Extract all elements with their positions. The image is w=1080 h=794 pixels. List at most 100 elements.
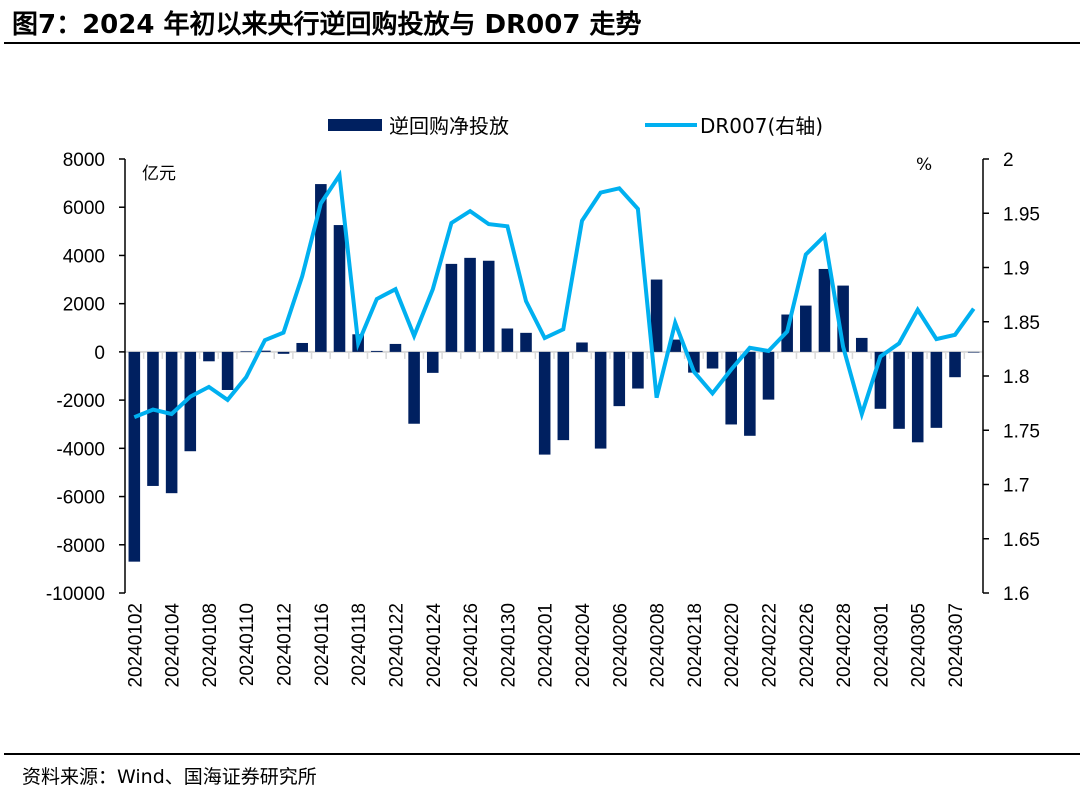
bar-20240209 — [669, 339, 682, 352]
x-tick-label-20240112: 20240112 — [275, 603, 296, 686]
bar-20240204 — [576, 342, 588, 352]
bar-20240123 — [408, 351, 420, 424]
left-axis-tick-label: 0 — [94, 343, 105, 364]
bar-20240227 — [818, 268, 831, 352]
x-axis: 20240102 20240104 20240108 20240110 20240112… — [125, 603, 967, 688]
left-axis-tick-label: -4000 — [56, 439, 105, 460]
bar-20240202 — [557, 351, 570, 441]
left-axis-tick-label: 8000 — [63, 150, 105, 171]
x-tick-label-20240124: 20240124 — [424, 603, 445, 688]
bar-20240206 — [613, 351, 626, 407]
dr007-line — [133, 169, 976, 421]
bar-20240305 — [911, 351, 924, 443]
x-tick-label-20240201: 20240201 — [536, 603, 557, 688]
bar-20240218 — [688, 351, 700, 373]
bar-20240129 — [482, 260, 495, 352]
bar-20240111 — [259, 350, 271, 352]
right-axis-tick-label: 2 — [1003, 150, 1014, 171]
x-tick-label-20240220: 20240220 — [722, 603, 743, 688]
line-series — [133, 169, 976, 421]
left-axis: 8000 6000 4000 2000 0 -2000 -4000 -6000 -8000 -10… — [46, 150, 126, 605]
left-axis-tick-label: -6000 — [56, 488, 105, 509]
bar-20240207 — [632, 351, 644, 389]
right-axis-tick-label: 1.8 — [1003, 367, 1029, 388]
bar-20240110 — [240, 351, 253, 353]
right-axis-unit: % — [916, 155, 932, 175]
bar-20240104 — [165, 351, 178, 494]
bar-20240301 — [874, 351, 887, 409]
left-axis-tick-label: -10000 — [46, 584, 105, 605]
right-axis-tick-label: 1.75 — [1003, 421, 1040, 442]
left-axis-tick-label: 2000 — [63, 295, 105, 316]
right-axis-tick-label: 1.6 — [1003, 584, 1029, 605]
bar-20240220 — [725, 351, 737, 425]
bar-20240205 — [594, 351, 607, 449]
right-axis-tick-label: 1.95 — [1003, 204, 1040, 225]
x-tick-label-20240206: 20240206 — [610, 603, 631, 688]
x-tick-label-20240122: 20240122 — [386, 603, 407, 688]
bar-20240119 — [371, 350, 383, 352]
bar-20240226 — [800, 305, 812, 352]
bar-20240307 — [949, 351, 961, 378]
x-tick-label-20240116: 20240116 — [312, 603, 333, 686]
bar-20240219 — [706, 351, 719, 369]
x-tick-label-20240204: 20240204 — [573, 603, 594, 688]
x-tick-label-20240228: 20240228 — [834, 603, 855, 688]
bottom-rule — [4, 753, 1080, 755]
bar-20240126 — [464, 257, 476, 352]
left-axis-tick-label: 6000 — [63, 198, 105, 219]
top-rule — [4, 42, 1080, 44]
right-axis: 2 1.95 1.9 1.85 1.8 1.75 1.7 1.65 1.6 — [982, 150, 1040, 605]
bar-20240116 — [315, 184, 327, 352]
x-tick-label-20240208: 20240208 — [648, 603, 669, 688]
x-tick-label-20240222: 20240222 — [760, 603, 781, 688]
bar-20240221 — [744, 351, 756, 436]
bar-20240306 — [930, 351, 943, 428]
left-axis-tick-label: -2000 — [56, 391, 105, 412]
bar-20240117 — [333, 225, 346, 352]
x-tick-label-20240110: 20240110 — [237, 603, 258, 686]
zero-line — [124, 350, 984, 359]
bar-20240222 — [762, 351, 775, 400]
x-tick-label-20240130: 20240130 — [498, 603, 519, 688]
bar-20240124 — [426, 351, 439, 373]
x-tick-label-20240108: 20240108 — [200, 603, 221, 688]
x-tick-label-20240301: 20240301 — [871, 603, 892, 688]
legend-bar-swatch — [328, 119, 382, 131]
legend-line-label: DR007(右轴) — [700, 114, 823, 138]
legend-bar-label: 逆回购净投放 — [389, 114, 509, 138]
right-axis-tick-label: 1.7 — [1003, 476, 1029, 497]
bar-20240308 — [967, 351, 980, 353]
right-axis-tick-label: 1.9 — [1003, 259, 1029, 280]
bar-20240103 — [147, 351, 159, 486]
bar-20240102 — [128, 351, 141, 562]
bar-20240131 — [520, 332, 532, 352]
left-axis-tick-label: 4000 — [63, 246, 105, 267]
x-tick-label-20240305: 20240305 — [909, 603, 930, 688]
x-tick-label-20240118: 20240118 — [349, 603, 370, 686]
right-axis-tick-label: 1.65 — [1003, 530, 1040, 551]
bar-20240115 — [296, 342, 308, 352]
bar-20240112 — [277, 351, 290, 354]
x-tick-label-20240104: 20240104 — [163, 603, 184, 688]
bar-20240122 — [389, 343, 402, 352]
legend: 逆回购净投放 DR007(右轴) — [328, 114, 823, 138]
figure-title: 图7：2024 年初以来央行逆回购投放与 DR007 走势 — [12, 10, 642, 40]
bar-20240109 — [221, 351, 234, 390]
bar-20240125 — [445, 263, 458, 352]
bar-20240201 — [538, 351, 551, 455]
bar-20240208 — [650, 279, 663, 352]
bar-20240228 — [837, 285, 849, 352]
x-tick-label-20240307: 20240307 — [946, 603, 967, 688]
left-axis-unit: 亿元 — [142, 164, 176, 184]
left-axis-tick-label: -8000 — [56, 536, 105, 557]
x-tick-label-20240126: 20240126 — [461, 603, 482, 688]
bar-20240105 — [184, 351, 197, 452]
bar-20240130 — [501, 328, 514, 352]
x-tick-label-20240226: 20240226 — [797, 603, 818, 688]
source-note: 资料来源：Wind、国海证券研究所 — [22, 766, 317, 788]
bar-20240108 — [203, 351, 215, 362]
right-axis-tick-label: 1.85 — [1003, 313, 1040, 334]
bar-20240229 — [855, 337, 868, 352]
